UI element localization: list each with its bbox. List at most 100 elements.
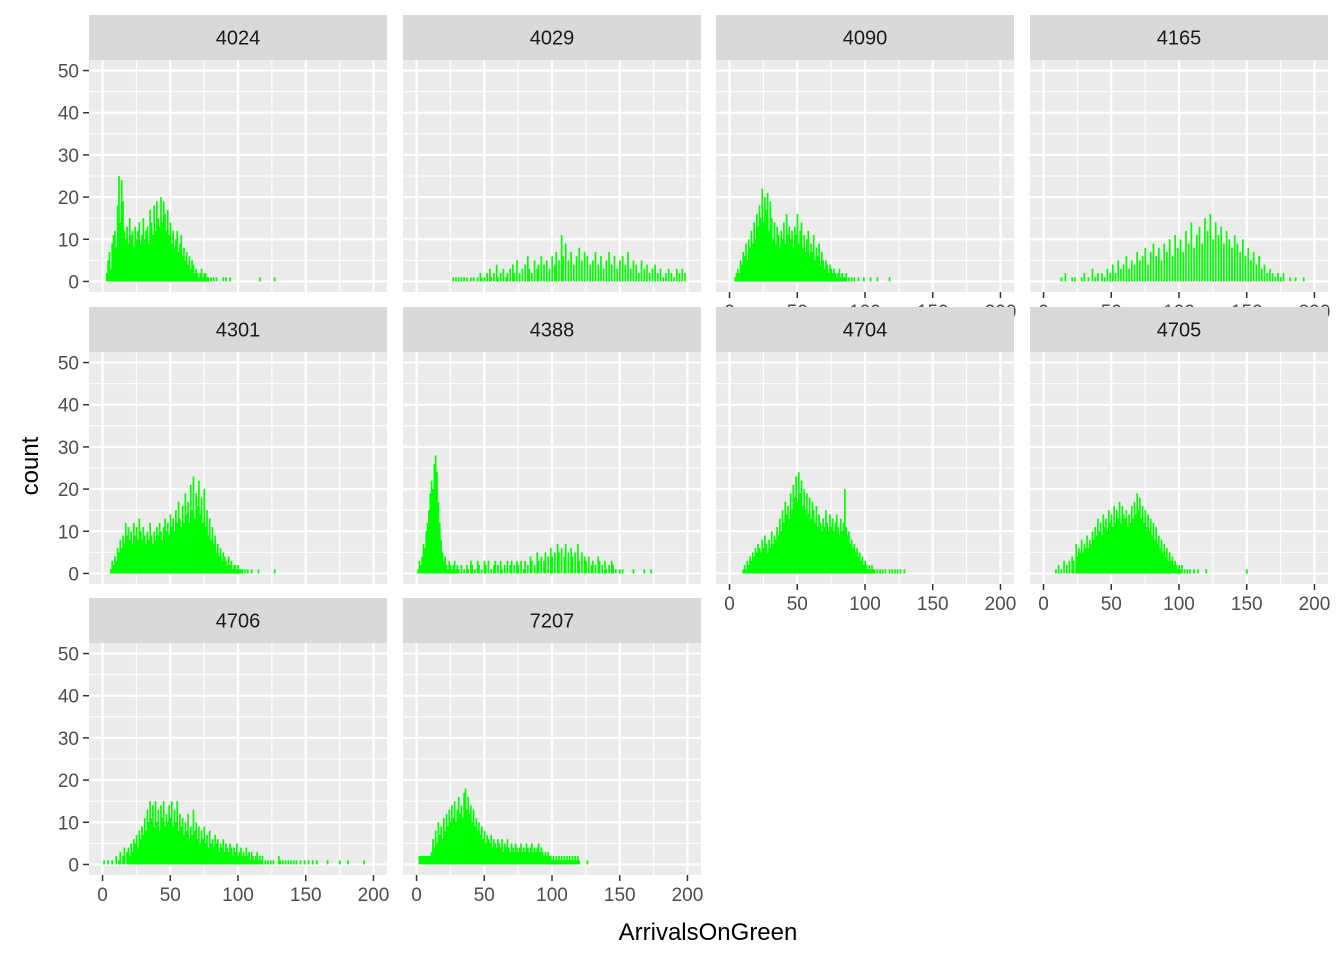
facet-strip bbox=[403, 598, 701, 643]
histogram-bar bbox=[158, 226, 161, 282]
histogram-bar bbox=[1121, 505, 1124, 574]
histogram-bar bbox=[807, 230, 810, 282]
histogram-bar bbox=[650, 569, 652, 574]
histogram-bar bbox=[524, 560, 526, 574]
histogram-bar bbox=[257, 860, 260, 865]
histogram-bar bbox=[1103, 527, 1106, 574]
histogram-bar bbox=[491, 847, 494, 865]
histogram-bar bbox=[583, 556, 586, 574]
facet-panels: 4024010203040504029409005010015020041650… bbox=[58, 15, 1330, 906]
histogram-bar bbox=[1185, 230, 1187, 282]
histogram-bar bbox=[151, 805, 154, 865]
histogram-bar bbox=[833, 268, 835, 282]
histogram-bar bbox=[800, 222, 803, 282]
histogram-bar bbox=[1117, 518, 1120, 574]
histogram-bar bbox=[1082, 552, 1084, 574]
histogram-bar bbox=[1083, 543, 1086, 574]
histogram-bar bbox=[608, 251, 610, 282]
histogram-bar bbox=[1168, 552, 1171, 574]
histogram-bar bbox=[165, 230, 168, 282]
histogram-bar bbox=[483, 277, 486, 282]
histogram-bar bbox=[244, 856, 246, 865]
histogram-bar bbox=[879, 569, 881, 574]
histogram-bar bbox=[848, 277, 850, 282]
histogram-bar bbox=[535, 851, 537, 865]
histogram-bar bbox=[246, 856, 249, 865]
histogram-bar bbox=[225, 277, 227, 282]
histogram-bar bbox=[1289, 277, 1292, 282]
histogram-bar bbox=[1252, 251, 1255, 282]
histogram-bar bbox=[1181, 565, 1183, 574]
histogram-bar bbox=[284, 860, 287, 865]
histogram-bar bbox=[180, 826, 183, 865]
histogram-bar bbox=[218, 556, 221, 574]
histogram-bar bbox=[1103, 277, 1106, 282]
histogram-bar bbox=[476, 560, 479, 574]
histogram-bar bbox=[503, 843, 506, 865]
histogram-bar bbox=[507, 847, 510, 865]
histogram-bar bbox=[221, 847, 223, 865]
histogram-bar bbox=[230, 847, 233, 865]
histogram-bar bbox=[509, 268, 512, 282]
y-tick-label: 0 bbox=[68, 564, 79, 585]
histogram-bar bbox=[547, 556, 549, 574]
histogram-bar bbox=[169, 818, 172, 865]
histogram-bar bbox=[757, 543, 760, 574]
histogram-bar bbox=[112, 565, 115, 574]
histogram-bar bbox=[815, 505, 818, 574]
histogram-bar bbox=[856, 548, 858, 574]
histogram-bar bbox=[537, 560, 540, 574]
facet-strip bbox=[89, 307, 387, 352]
histogram-bar bbox=[429, 493, 432, 574]
histogram-bar bbox=[1140, 518, 1143, 574]
facet-panel-4706: 4706 0 10 20 30 40 50 0 50 100 150 200 bbox=[58, 598, 389, 906]
histogram-bar bbox=[165, 813, 168, 865]
histogram-bar bbox=[509, 565, 512, 574]
histogram-bar bbox=[142, 218, 145, 282]
histogram-bar bbox=[852, 548, 854, 574]
histogram-bar bbox=[1195, 235, 1198, 282]
histogram-bar bbox=[1083, 273, 1086, 282]
histogram-bar bbox=[1095, 535, 1098, 574]
histogram-bar bbox=[135, 239, 138, 282]
histogram-bar bbox=[484, 843, 487, 865]
x-tick-label: 200 bbox=[672, 885, 704, 906]
x-tick-label: 150 bbox=[290, 885, 322, 906]
histogram-bar bbox=[137, 847, 139, 865]
histogram-bar bbox=[738, 273, 741, 282]
histogram-bar bbox=[428, 510, 430, 574]
histogram-bar bbox=[804, 251, 807, 282]
histogram-bar bbox=[246, 569, 249, 574]
y-tick-label: 40 bbox=[58, 396, 79, 417]
histogram-bar bbox=[478, 565, 480, 574]
histogram-bar bbox=[191, 260, 193, 282]
histogram-bar bbox=[207, 277, 210, 282]
histogram-bar bbox=[1136, 251, 1139, 282]
histogram-bar bbox=[869, 569, 872, 574]
histogram-bar bbox=[115, 856, 118, 865]
histogram-bar bbox=[193, 518, 196, 574]
histogram-bar bbox=[1143, 522, 1145, 574]
histogram-bar bbox=[578, 860, 581, 865]
histogram-bar bbox=[210, 277, 212, 282]
histogram-bar bbox=[532, 851, 535, 865]
histogram-bar bbox=[845, 273, 848, 282]
y-tick-label: 10 bbox=[58, 230, 79, 251]
facet-strip-label: 4706 bbox=[216, 611, 261, 633]
histogram-bar bbox=[792, 247, 795, 282]
histogram-bar bbox=[138, 830, 141, 865]
histogram-bar bbox=[567, 260, 570, 282]
histogram-bar bbox=[215, 843, 218, 865]
histogram-bar bbox=[149, 522, 151, 574]
histogram-bar bbox=[612, 565, 614, 574]
histogram-bar bbox=[667, 268, 670, 282]
histogram-bar bbox=[1102, 514, 1105, 574]
histogram-bar bbox=[126, 535, 128, 574]
histogram-bar bbox=[138, 518, 141, 574]
histogram-bar bbox=[1087, 548, 1090, 574]
histogram-bar bbox=[424, 856, 426, 865]
histogram-bar bbox=[1075, 543, 1078, 574]
facet-strip bbox=[716, 15, 1014, 60]
histogram-bar bbox=[842, 522, 845, 574]
histogram-bar bbox=[126, 226, 128, 282]
